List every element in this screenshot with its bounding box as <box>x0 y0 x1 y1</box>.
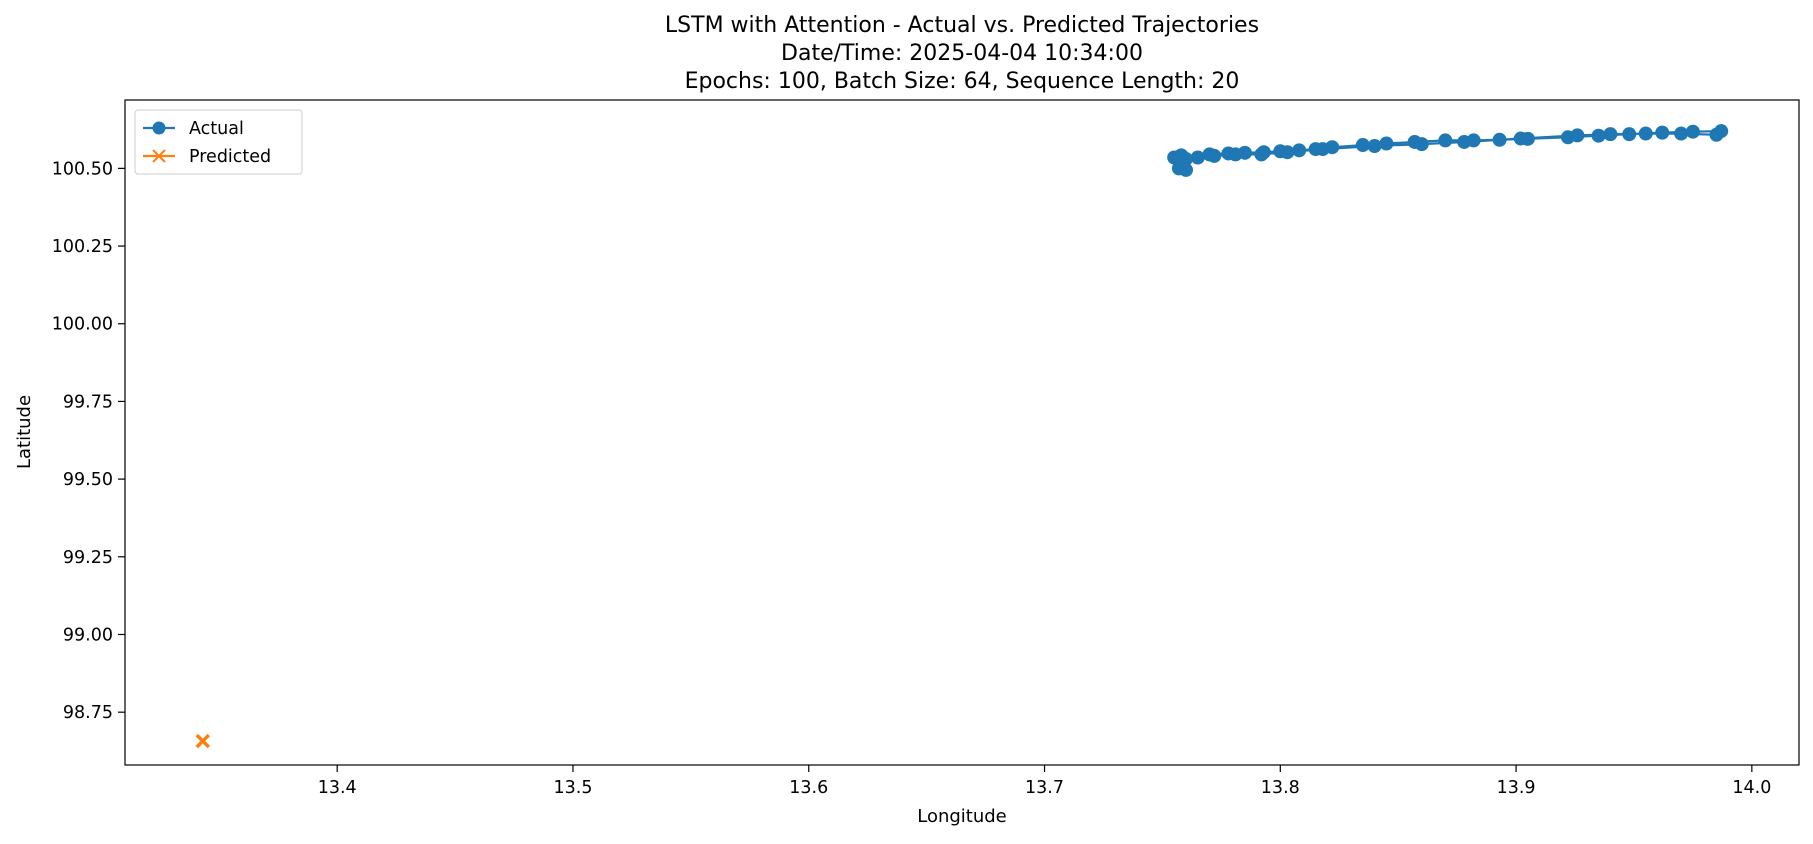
legend-label: Actual <box>189 119 244 139</box>
y-tick-label: 100.00 <box>52 315 113 335</box>
data-point-actual <box>1367 138 1382 153</box>
y-axis-ticks: 98.75 99.00 99.25 99.50 99.75 100.00 100.25 100… <box>52 159 125 723</box>
data-point-actual <box>1622 127 1637 142</box>
legend-item-predicted: Predicted <box>143 147 271 167</box>
data-point-actual <box>1228 147 1243 162</box>
x-axis-ticks: 13.4 13.5 13.6 13.7 13.8 13.9 14.0 <box>318 765 1771 798</box>
legend-box <box>134 109 303 175</box>
data-point-actual <box>1379 136 1394 151</box>
y-tick-label: 99.25 <box>63 548 113 568</box>
data-point-actual <box>1603 127 1618 142</box>
legend-item-actual: Actual <box>143 119 244 139</box>
y-tick-label: 99.75 <box>63 392 113 412</box>
data-point-actual <box>1438 133 1453 148</box>
data-point-actual <box>1355 138 1370 153</box>
plot-frame <box>124 99 1800 766</box>
legend-label: Predicted <box>189 147 271 167</box>
data-point-actual <box>1513 131 1528 146</box>
y-tick-label: 100.50 <box>52 159 113 179</box>
data-point-actual <box>1674 126 1689 141</box>
data-point-actual <box>1190 150 1205 165</box>
data-point-actual <box>1591 128 1606 143</box>
series-actual <box>1167 124 1729 177</box>
data-point-predicted <box>195 733 211 749</box>
data-point-actual <box>1570 128 1585 143</box>
data-point-actual <box>1709 127 1724 142</box>
chart-subtitle-params: Epochs: 100, Batch Size: 64, Sequence Le… <box>685 69 1240 94</box>
y-axis-label: Latitude <box>14 395 35 469</box>
chart-title: LSTM with Attention - Actual vs. Predict… <box>665 13 1259 38</box>
series-predicted <box>195 733 211 749</box>
data-point-actual <box>1254 147 1269 162</box>
plot-marks <box>195 124 1729 749</box>
x-tick-label: 13.9 <box>1497 778 1536 798</box>
y-tick-label: 99.00 <box>63 625 113 645</box>
x-tick-label: 13.5 <box>553 778 592 798</box>
x-tick-label: 14.0 <box>1732 778 1771 798</box>
chart-subtitle-datetime: Date/Time: 2025-04-04 10:34:00 <box>781 41 1143 66</box>
legend: Actual Predicted <box>134 109 303 175</box>
x-tick-label: 13.7 <box>1025 778 1064 798</box>
data-point-actual <box>1457 134 1472 149</box>
data-point-actual <box>1280 145 1295 160</box>
y-tick-label: 100.25 <box>52 237 113 257</box>
x-tick-label: 13.6 <box>789 778 828 798</box>
y-tick-label: 99.50 <box>63 470 113 490</box>
data-point-actual <box>1414 137 1429 152</box>
data-point-actual <box>1292 143 1307 158</box>
data-point-actual <box>1655 125 1670 140</box>
x-tick-label: 13.8 <box>1261 778 1300 798</box>
data-point-actual <box>1685 124 1700 139</box>
y-tick-label: 98.75 <box>63 703 113 723</box>
x-tick-label: 13.4 <box>318 778 357 798</box>
x-axis-label: Longitude <box>917 806 1007 827</box>
data-point-actual <box>1638 126 1653 141</box>
legend-marker <box>152 121 166 135</box>
data-point-actual <box>1315 142 1330 157</box>
data-point-actual <box>1492 132 1507 147</box>
data-point-actual <box>1207 148 1222 163</box>
data-point-actual <box>1178 162 1193 177</box>
legend-marker <box>152 149 166 163</box>
